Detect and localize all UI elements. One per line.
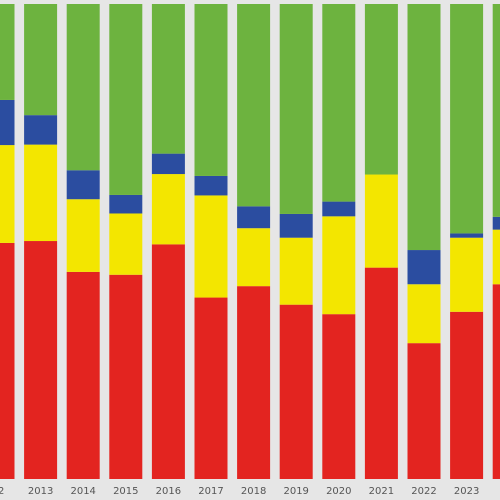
bar-segment-2023-series-3 [450,233,484,238]
bar-segment-2022-series-1 [407,343,441,479]
bar-segment-2016-series-1 [151,244,185,479]
bar-segment-2022-series-4 [407,4,441,251]
bar-segment-2012-series-2 [0,145,15,243]
bar-segment-2019-series-2 [279,237,313,305]
bar-segment-2013-series-3 [24,115,58,145]
bar-segment-2015-series-4 [109,4,143,195]
bar-segment-2013-series-1 [24,241,58,479]
bar-segment-2019-series-3 [279,213,313,238]
bar-segment-2022-series-2 [407,284,441,344]
bar-segment-2012-series-4 [0,4,15,100]
bar-segment-2013-series-2 [24,144,58,242]
bar-segment-2024-series-1 [492,284,500,479]
x-tick-label-2020: 2020 [326,486,351,497]
bar-segment-2014-series-1 [66,271,100,479]
x-tick-label-2018: 2018 [241,486,266,497]
bar-segment-2023-series-1 [450,311,484,479]
bar-segment-2018-series-4 [237,4,271,207]
bar-segment-2020-series-4 [322,4,356,202]
bar-segment-2019-series-1 [279,304,313,479]
x-tick-label-2016: 2016 [156,486,181,497]
bar-segment-2024-series-4 [492,4,500,217]
bar-segment-2014-series-2 [66,199,100,272]
bar-segment-2017-series-4 [194,4,228,176]
x-tick-label-2019: 2019 [283,486,308,497]
x-tick-label-2017: 2017 [198,486,223,497]
bar-segment-2024-series-3 [492,216,500,230]
bar-segment-2021-series-1 [364,267,398,480]
x-tick-label-2022: 2022 [411,486,436,497]
bar-segment-2015-series-3 [109,194,143,214]
x-tick-label-2015: 2015 [113,486,138,497]
bar-segment-2021-series-2 [364,174,398,268]
bar-segment-2020-series-1 [322,314,356,479]
bar-segment-2020-series-3 [322,201,356,217]
x-tick-labels: 12 2013 2014 2015 2016 2017 2018 2019 2020 2021 20… [0,486,479,497]
bar-segment-2015-series-2 [109,213,143,275]
bar-segment-2013-series-4 [24,4,58,116]
x-tick-label-2023: 2023 [454,486,479,497]
bar-segment-2016-series-2 [151,174,185,245]
bar-segment-2020-series-2 [322,216,356,315]
bars-group [0,4,500,480]
bar-segment-2021-series-4 [364,4,398,175]
bar-segment-2017-series-2 [194,195,228,298]
x-tick-label-2012: 12 [0,486,4,497]
bar-segment-2018-series-3 [237,206,271,229]
x-tick-label-2013: 2013 [28,486,53,497]
bar-segment-2024-series-2 [492,229,500,285]
bar-segment-2016-series-3 [151,153,185,175]
bar-segment-2012-series-3 [0,99,15,146]
bar-segment-2023-series-2 [450,237,484,312]
bar-segment-2014-series-4 [66,4,100,171]
bar-segment-2018-series-2 [237,228,271,287]
bar-segment-2016-series-4 [151,4,185,154]
bar-segment-2014-series-3 [66,170,100,200]
x-tick-label-2021: 2021 [369,486,394,497]
bar-segment-2019-series-4 [279,4,313,214]
bar-segment-2012-series-1 [0,242,15,479]
bar-segment-2015-series-1 [109,274,143,479]
bar-segment-2018-series-1 [237,286,271,479]
x-tick-label-2014: 2014 [70,486,95,497]
bar-segment-2023-series-4 [450,4,484,234]
bar-segment-2022-series-3 [407,250,441,285]
bar-segment-2017-series-3 [194,175,228,196]
bar-segment-2017-series-1 [194,297,228,479]
